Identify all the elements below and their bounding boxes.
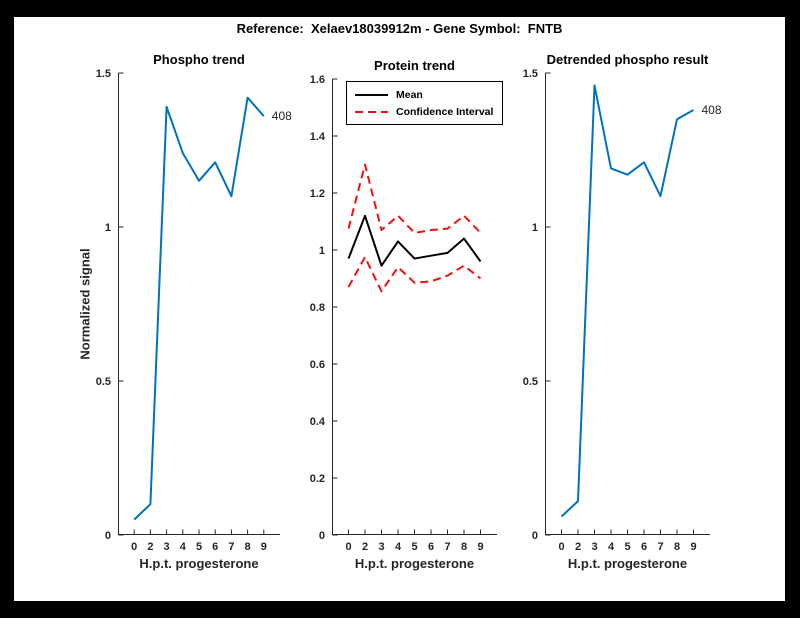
x-tick-label: 6: [428, 541, 434, 553]
x-tick-label: 8: [245, 541, 251, 553]
y-tick-label: 0.8: [310, 302, 325, 314]
series-detrended-phospho-signal: [560, 84, 694, 518]
legend-item-confidence-interval: Confidence Interval: [355, 104, 493, 119]
x-tick-label: 9: [261, 541, 267, 553]
x-tick-label: 2: [147, 541, 153, 553]
y-tick-label: 0.6: [310, 359, 325, 371]
y-tick-label: 1.5: [96, 68, 111, 80]
x-tick-label: 4: [180, 541, 187, 553]
y-tick-label: 0.2: [310, 473, 325, 485]
protein-trend-chart: 00.20.40.60.811.21.41.60 2 3 4 5 6 7 8 9: [310, 74, 497, 553]
x-tick-label: 5: [624, 541, 630, 553]
subplot-phospho-trend: Phospho trend Normalized signal 0 0.5 1 1.5…: [78, 52, 293, 571]
subplot-detrended-phospho: Detrended phospho result 0 0.5 1 1.5 0 2 3 4 5 6 7…: [523, 52, 722, 571]
x-tick-label: 7: [228, 541, 234, 553]
figure-area: Reference: Xelaev18039912m - Gene Symbol…: [14, 17, 785, 601]
y-tick-label: 1.5: [523, 68, 538, 80]
x-tick-label: 5: [411, 541, 417, 553]
y-tick-label: 1.4: [310, 131, 326, 143]
phospho-trend-title: Phospho trend: [153, 52, 245, 67]
series-mean: [347, 214, 482, 267]
y-tick-label: 0.5: [523, 376, 538, 388]
series-confidence-interval-upper: [347, 163, 482, 234]
series-endpoint-label: 408: [702, 103, 722, 117]
x-tick-label: 2: [575, 541, 581, 553]
x-tick-label: 8: [674, 541, 680, 553]
y-axis-label: Normalized signal: [77, 248, 93, 360]
confidence-interval-swatch: [355, 110, 388, 113]
x-tick-label: 4: [395, 541, 402, 553]
series-endpoint-label: 408: [272, 109, 292, 123]
x-tick-label: 6: [641, 541, 647, 553]
y-tick-label: 1.2: [310, 188, 325, 200]
x-tick-label: 6: [212, 541, 218, 553]
x-tick-label: 9: [690, 541, 696, 553]
x-tick-label: 8: [461, 541, 467, 553]
mean-line-swatch: [355, 93, 388, 96]
protein-trend-title: Protein trend: [374, 58, 455, 73]
series-confidence-interval-lower: [347, 256, 482, 293]
series-phospho-signal: [133, 96, 265, 521]
legend-label-mean: Mean: [396, 88, 423, 101]
legend-label-confidence-interval: Confidence Interval: [396, 105, 494, 118]
subplot-protein-trend: Protein trend 0 0.2 0.4 0.6 0.8 1 1.2 1.4 1.6 0 2 3…: [310, 58, 504, 571]
x-tick-label: 2: [362, 541, 368, 553]
legend: Mean Confidence Interval: [346, 81, 504, 125]
y-tick-label: 1.6: [310, 74, 325, 86]
y-tick-label: 0.4: [310, 416, 326, 428]
x-tick-label: 5: [196, 541, 202, 553]
x-tick-label: 3: [378, 541, 384, 553]
x-tick-label: 7: [657, 541, 663, 553]
figure-title: Reference: Xelaev18039912m - Gene Symbol…: [236, 21, 563, 36]
y-tick-label: 0: [319, 530, 325, 542]
x-tick-label: 3: [164, 541, 170, 553]
y-tick-label: 0: [532, 530, 538, 542]
y-tick-label: 0.5: [96, 376, 111, 388]
x-axis-label-protein: H.p.t. progesterone: [354, 556, 475, 571]
x-tick-label: 9: [477, 541, 483, 553]
x-tick-label: 0: [131, 541, 137, 553]
x-tick-label: 7: [444, 541, 450, 553]
detrended-phospho-title: Detrended phospho result: [546, 52, 709, 67]
x-axis-label-phospho: H.p.t. progesterone: [139, 556, 259, 571]
y-tick-label: 1: [532, 222, 538, 234]
x-tick-label: 0: [558, 541, 564, 553]
x-axis-label-detrended: H.p.t. progesterone: [567, 556, 688, 571]
y-tick-label: 1: [105, 222, 111, 234]
y-tick-label: 1: [319, 245, 325, 257]
y-tick-label: 0: [105, 530, 111, 542]
x-tick-label: 4: [608, 541, 615, 553]
x-tick-label: 3: [591, 541, 597, 553]
x-tick-label: 0: [345, 541, 351, 553]
legend-item-mean: Mean: [355, 87, 493, 102]
